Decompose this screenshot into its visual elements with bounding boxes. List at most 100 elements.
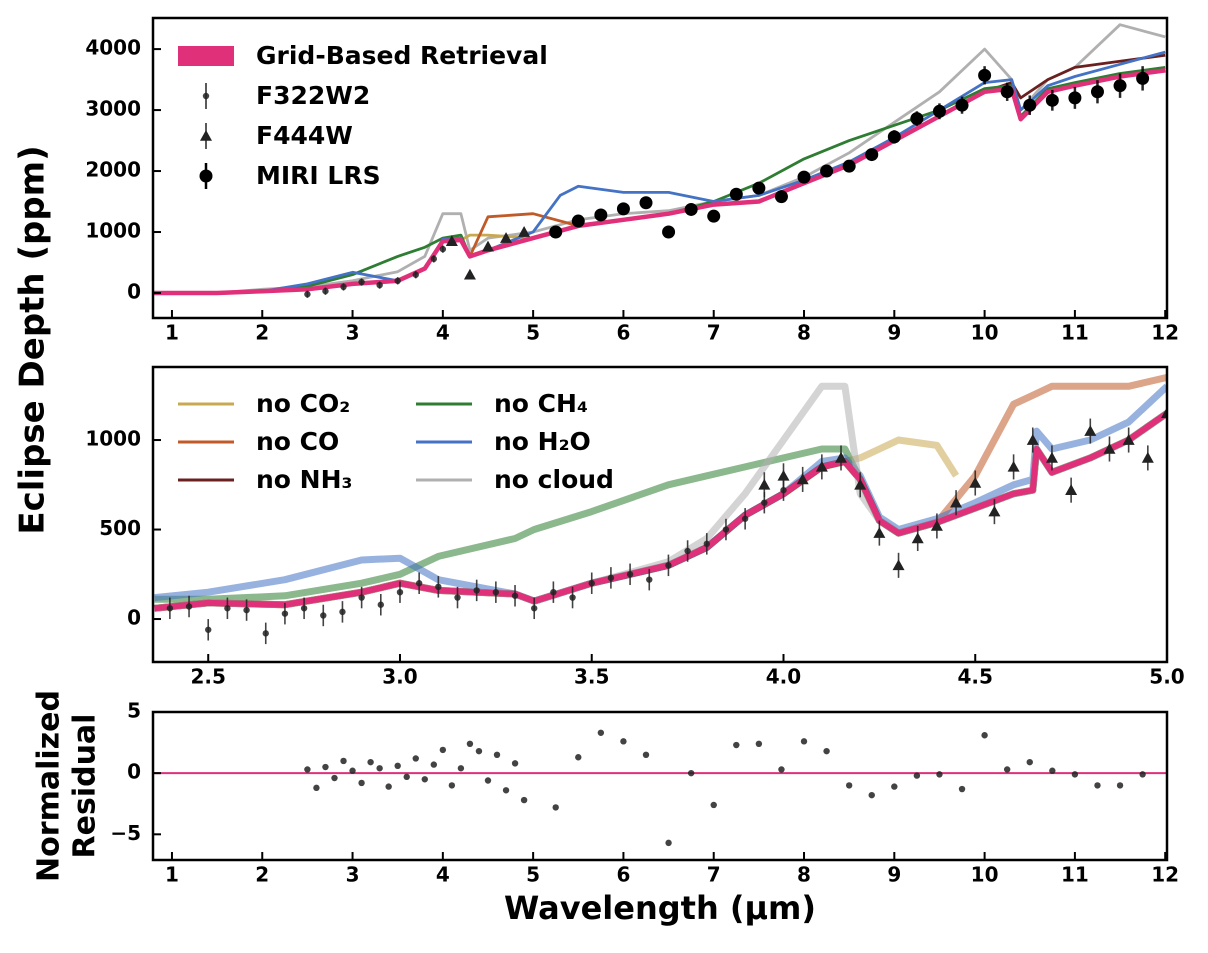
plot-area xyxy=(153,729,1167,847)
legend-marker xyxy=(200,130,212,141)
data-point xyxy=(1136,71,1150,85)
data-point xyxy=(868,791,875,799)
data-point xyxy=(166,605,174,612)
y-tick-label: 0 xyxy=(127,280,141,304)
data-point xyxy=(684,547,691,555)
data-point xyxy=(511,592,519,599)
data-point xyxy=(774,190,788,204)
data-point xyxy=(710,801,717,809)
data-point xyxy=(823,747,830,755)
data-point xyxy=(932,104,946,118)
data-point xyxy=(439,245,447,253)
x-tick-label: 6 xyxy=(616,321,630,345)
data-point xyxy=(445,235,458,246)
data-point xyxy=(594,208,608,222)
data-point xyxy=(1026,434,1039,445)
data-point xyxy=(707,209,721,223)
data-point xyxy=(978,68,992,82)
data-point xyxy=(484,777,492,784)
data-point xyxy=(1045,451,1058,463)
data-point xyxy=(911,532,924,544)
data-point xyxy=(1141,451,1154,463)
data-point xyxy=(1090,85,1104,99)
data-point xyxy=(205,626,212,633)
data-point xyxy=(1161,407,1167,418)
data-point xyxy=(473,587,480,594)
x-axis-label: Wavelength (μm) xyxy=(504,889,816,927)
data-point xyxy=(854,478,867,490)
data-point xyxy=(761,499,768,506)
y-tick-label: 5 xyxy=(127,699,141,723)
y-axis-label: Residual xyxy=(68,714,103,859)
data-point xyxy=(958,785,966,793)
x-tick-label: 3 xyxy=(346,863,360,887)
data-point xyxy=(575,754,582,761)
data-point xyxy=(571,214,585,228)
data-point xyxy=(620,738,627,745)
data-point xyxy=(511,760,519,767)
data-point xyxy=(549,225,563,239)
x-tick-label: 2 xyxy=(255,863,269,887)
data-point xyxy=(1045,93,1059,107)
data-point xyxy=(910,112,924,126)
y-tick-label: 4000 xyxy=(85,36,141,60)
data-point xyxy=(913,772,921,779)
data-point xyxy=(421,776,428,783)
legend-label: F444W xyxy=(256,121,353,150)
data-point xyxy=(588,580,595,587)
data-point xyxy=(412,271,419,278)
data-point xyxy=(755,740,763,748)
legend-label: no cloud xyxy=(494,465,614,494)
data-point xyxy=(1094,782,1101,789)
data-point xyxy=(665,839,672,847)
data-point xyxy=(550,588,557,596)
data-point xyxy=(322,763,329,771)
data-point xyxy=(320,612,327,619)
data-point xyxy=(304,766,311,773)
legend-label: no NH₃ xyxy=(256,465,352,494)
data-point xyxy=(262,630,269,637)
x-tick-label: 12 xyxy=(1151,321,1179,345)
x-tick-label: 3.5 xyxy=(574,665,609,689)
x-tick-label: 4.5 xyxy=(958,665,993,689)
data-point xyxy=(639,196,653,210)
data-point xyxy=(815,460,828,472)
x-tick-label: 2.5 xyxy=(191,665,226,689)
data-point xyxy=(887,130,901,144)
data-point xyxy=(435,583,442,591)
data-point xyxy=(646,576,653,583)
data-point xyxy=(1116,782,1124,789)
data-point xyxy=(224,605,231,612)
data-point xyxy=(475,747,483,755)
x-tick-label: 10 xyxy=(971,321,999,345)
data-point xyxy=(930,519,943,531)
data-point xyxy=(377,601,385,608)
data-point xyxy=(457,765,465,772)
y-axis-label: Normalized xyxy=(32,690,67,882)
data-point xyxy=(396,588,404,596)
x-tick-label: 1 xyxy=(165,863,179,887)
x-tick-label: 5 xyxy=(526,863,540,887)
data-point xyxy=(1084,425,1097,436)
data-point xyxy=(842,159,856,173)
x-tick-label: 7 xyxy=(707,863,721,887)
data-point xyxy=(733,741,740,749)
model-line xyxy=(153,50,1166,295)
data-point xyxy=(865,148,879,162)
data-point xyxy=(1026,758,1033,766)
data-point xyxy=(492,588,500,596)
data-point xyxy=(722,526,730,533)
x-tick-label: 4 xyxy=(436,863,450,887)
axes-frame xyxy=(151,365,1169,664)
data-point xyxy=(430,255,438,263)
data-point xyxy=(936,771,943,778)
data-point xyxy=(950,496,963,508)
data-point xyxy=(1113,79,1127,93)
data-point xyxy=(873,527,886,538)
data-point xyxy=(1007,460,1020,472)
data-point xyxy=(741,515,749,522)
data-point xyxy=(304,291,311,298)
y-tick-label: 0 xyxy=(127,760,141,784)
data-point xyxy=(569,594,576,601)
